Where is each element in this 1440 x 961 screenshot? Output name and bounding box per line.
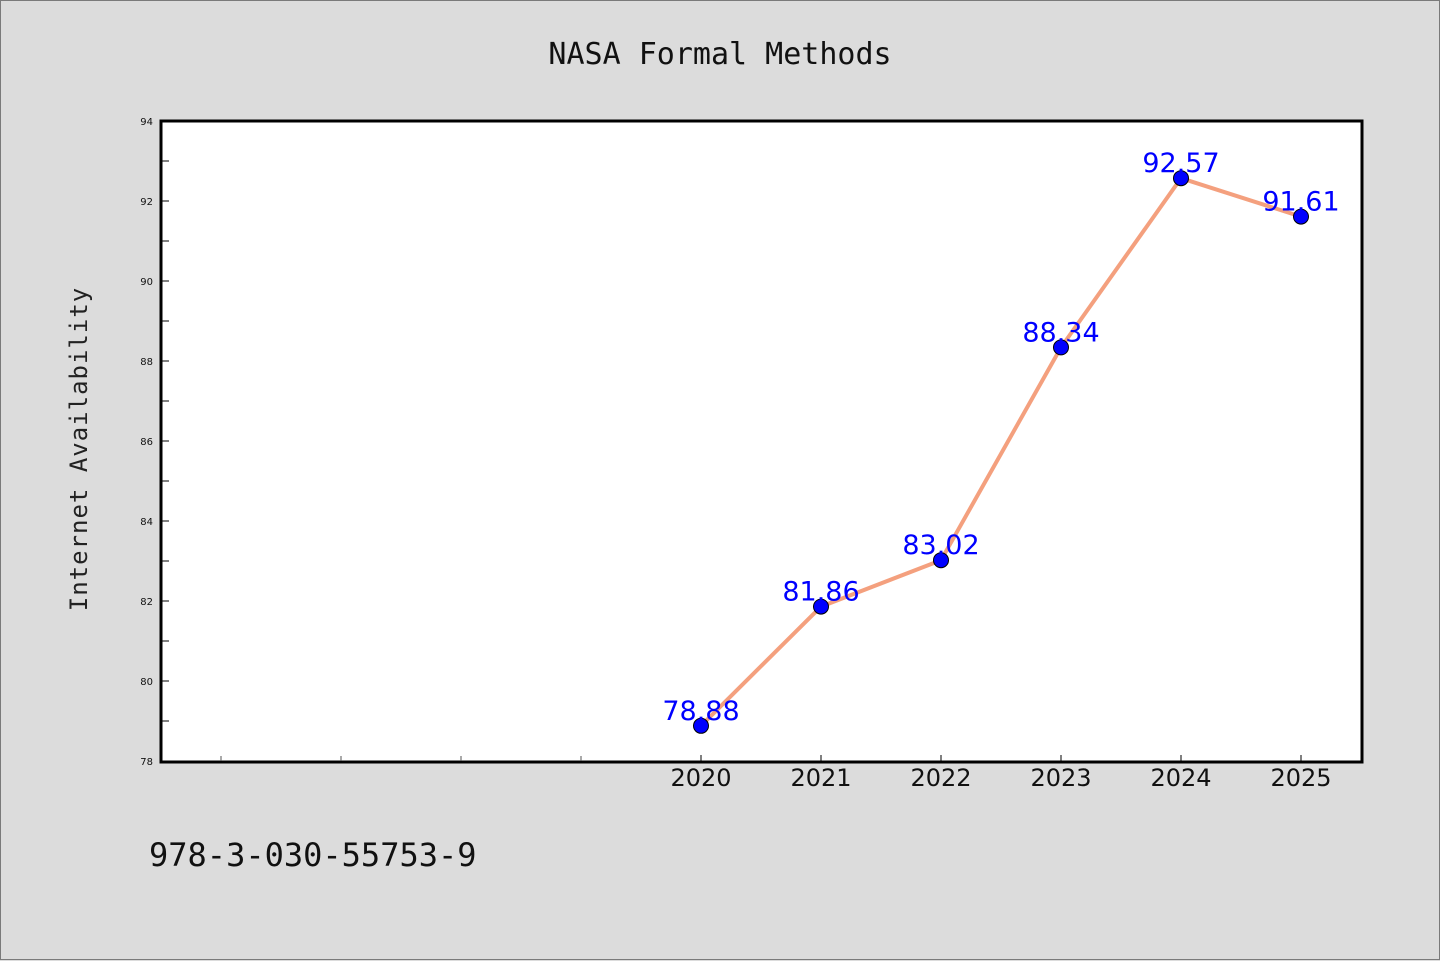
y-tick-label: 80 bbox=[140, 677, 153, 688]
y-tick-label: 94 bbox=[140, 117, 153, 128]
series-line bbox=[699, 176, 1303, 728]
x-tick-label: 2025 bbox=[1270, 764, 1331, 792]
x-tick-label: 2022 bbox=[910, 764, 971, 792]
series-group bbox=[693, 170, 1309, 734]
plot-area bbox=[159, 119, 1364, 764]
y-tick-label: 78 bbox=[140, 757, 153, 768]
data-label: 83.02 bbox=[902, 530, 979, 561]
y-tick-label: 82 bbox=[140, 597, 153, 608]
data-label: 92.57 bbox=[1142, 148, 1219, 179]
data-point bbox=[1173, 170, 1189, 187]
y-axis-label: Internet Availability bbox=[65, 287, 93, 611]
y-tick-label: 88 bbox=[140, 357, 153, 368]
y-tick-label: 86 bbox=[140, 437, 153, 448]
data-point bbox=[693, 717, 709, 734]
data-point bbox=[1293, 208, 1309, 225]
y-tick-label: 90 bbox=[140, 277, 153, 288]
isbn-footer: 978-3-030-55753-9 bbox=[149, 836, 477, 874]
data-point bbox=[1053, 339, 1069, 356]
x-axis: 2020 2021 2022 2023 2024 2025 bbox=[220, 755, 1332, 792]
x-tick-label: 2024 bbox=[1150, 764, 1211, 792]
data-labels: 78.88 81.86 83.02 88.34 92.57 91.61 bbox=[662, 148, 1339, 727]
x-tick-label: 2023 bbox=[1030, 764, 1091, 792]
y-axis: 78 80 82 84 86 88 90 92 94 bbox=[140, 117, 169, 768]
data-point bbox=[813, 598, 829, 615]
data-point bbox=[933, 552, 949, 569]
data-label: 91.61 bbox=[1262, 187, 1339, 218]
data-label: 78.88 bbox=[662, 696, 739, 727]
chart-title: NASA Formal Methods bbox=[548, 37, 891, 72]
x-tick-label: 2021 bbox=[790, 764, 851, 792]
data-label: 81.86 bbox=[782, 577, 859, 608]
x-tick-label: 2020 bbox=[670, 764, 731, 792]
y-tick-label: 92 bbox=[140, 197, 153, 208]
data-label: 88.34 bbox=[1022, 317, 1099, 348]
y-tick-label: 84 bbox=[140, 517, 153, 528]
